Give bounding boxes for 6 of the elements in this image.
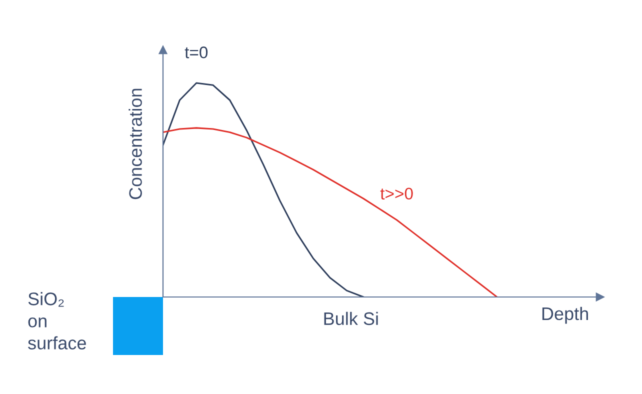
x-axis-title: Depth (542, 306, 588, 324)
text: SiO₂ on surface (28, 292, 86, 350)
series-label: t=0 (184, 46, 208, 58)
text: Bulk Si (324, 312, 378, 326)
series-label: t>>0 (380, 188, 413, 200)
y-axis-title: Concentration (128, 88, 142, 200)
